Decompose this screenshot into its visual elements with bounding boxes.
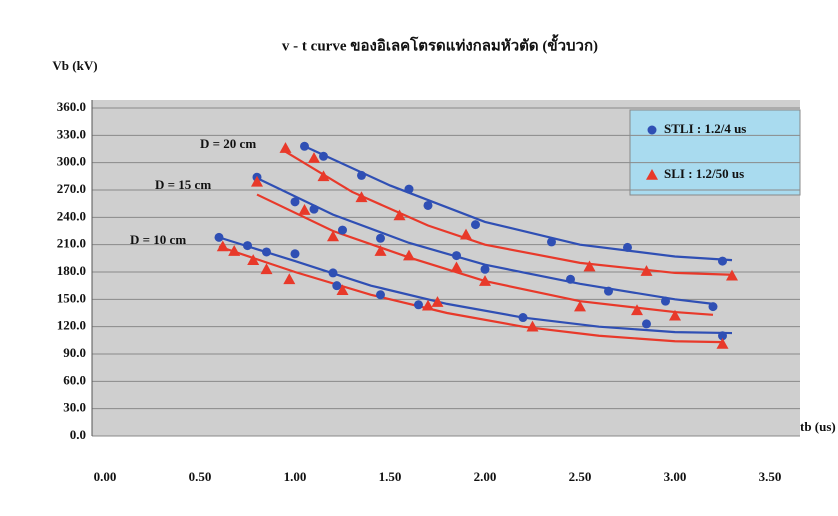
y-tick-label: 90.0 — [63, 345, 86, 360]
y-tick-label: 0.0 — [70, 427, 86, 442]
y-tick-label: 210.0 — [57, 236, 86, 251]
annotation: D = 20 cm — [200, 136, 256, 151]
trendline — [218, 236, 733, 335]
legend-label: STLI : 1.2/4 us — [664, 121, 746, 136]
legend — [629, 109, 801, 196]
data-point — [422, 299, 434, 311]
data-point — [332, 281, 342, 291]
data-point — [480, 264, 490, 274]
data-point — [336, 284, 349, 296]
data-point — [228, 245, 241, 256]
data-point — [708, 302, 718, 312]
data-point — [300, 141, 309, 151]
x-tick-label: 0.50 — [189, 469, 212, 484]
y-tick-label: 120.0 — [57, 318, 86, 333]
x-tick-label: 3.00 — [664, 469, 687, 484]
data-point — [298, 204, 311, 215]
data-point — [319, 151, 328, 161]
data-point — [726, 269, 738, 281]
trendline — [218, 245, 723, 344]
x-tick-label: 1.00 — [284, 469, 307, 484]
x-axis-label: tb (us) — [800, 419, 836, 434]
legend-label: SLI : 1.2/50 us — [664, 166, 744, 181]
data-point — [583, 260, 596, 272]
y-tick-label: 300.0 — [57, 154, 86, 169]
data-point — [355, 191, 368, 203]
data-point — [669, 309, 681, 321]
data-point — [518, 313, 528, 323]
data-point — [403, 249, 415, 261]
data-point — [328, 268, 338, 278]
y-tick-label: 180.0 — [57, 263, 86, 278]
data-point — [716, 337, 729, 349]
legend-marker — [646, 169, 658, 180]
trendline — [256, 177, 714, 305]
data-point — [604, 286, 613, 296]
data-point — [317, 170, 330, 182]
data-point — [283, 273, 296, 285]
data-point — [574, 300, 586, 312]
annotation: D = 10 cm — [130, 232, 186, 247]
data-point — [718, 256, 727, 266]
data-point — [640, 265, 653, 276]
data-point — [471, 220, 480, 230]
data-point — [460, 228, 472, 240]
data-point — [216, 240, 229, 252]
y-tick-label: 360.0 — [57, 99, 86, 114]
x-tick-label: 0.00 — [94, 469, 117, 484]
data-point — [308, 152, 320, 163]
data-point — [393, 209, 406, 221]
data-point — [338, 225, 347, 235]
data-point — [247, 254, 260, 265]
data-point — [631, 304, 643, 316]
legend-marker — [647, 125, 657, 135]
data-point — [357, 170, 366, 180]
data-point — [327, 230, 339, 242]
trendline — [284, 150, 733, 276]
y-tick-label: 270.0 — [57, 181, 86, 196]
x-tick-label: 2.50 — [569, 469, 592, 484]
y-axis-label: Vb (kV) — [52, 58, 97, 73]
y-tick-label: 240.0 — [57, 208, 86, 223]
data-point — [243, 241, 252, 251]
y-tick-label: 30.0 — [63, 400, 86, 415]
trendline — [304, 145, 733, 262]
data-point — [374, 245, 387, 256]
data-point — [661, 296, 670, 306]
annotation: D = 15 cm — [155, 177, 211, 192]
data-point — [214, 232, 224, 242]
data-point — [431, 296, 444, 307]
data-point — [376, 290, 385, 300]
data-point — [414, 300, 423, 310]
data-point — [376, 233, 385, 243]
data-point — [279, 142, 292, 153]
x-tick-label: 2.00 — [474, 469, 497, 484]
data-point — [262, 247, 271, 257]
data-point — [290, 197, 300, 207]
data-point — [718, 331, 727, 341]
data-point — [526, 320, 539, 332]
data-point — [251, 175, 263, 187]
y-tick-label: 330.0 — [57, 126, 86, 141]
data-point — [547, 237, 556, 247]
x-tick-label: 1.50 — [379, 469, 402, 484]
data-point — [260, 263, 273, 275]
data-point — [452, 251, 461, 261]
data-point — [290, 249, 300, 259]
x-tick-label: 3.50 — [759, 469, 782, 484]
y-tick-label: 60.0 — [63, 372, 86, 387]
data-point — [623, 242, 632, 252]
data-point — [566, 274, 575, 284]
data-point — [450, 261, 463, 273]
data-point — [479, 275, 491, 286]
y-tick-label: 150.0 — [57, 290, 86, 305]
data-point — [404, 184, 414, 194]
data-point — [423, 200, 433, 210]
chart-title: v - t curve ของอิเลคโตรดแท่งกลมหัวตัด (ข… — [282, 33, 598, 54]
data-point — [309, 204, 319, 214]
data-point — [642, 319, 651, 329]
